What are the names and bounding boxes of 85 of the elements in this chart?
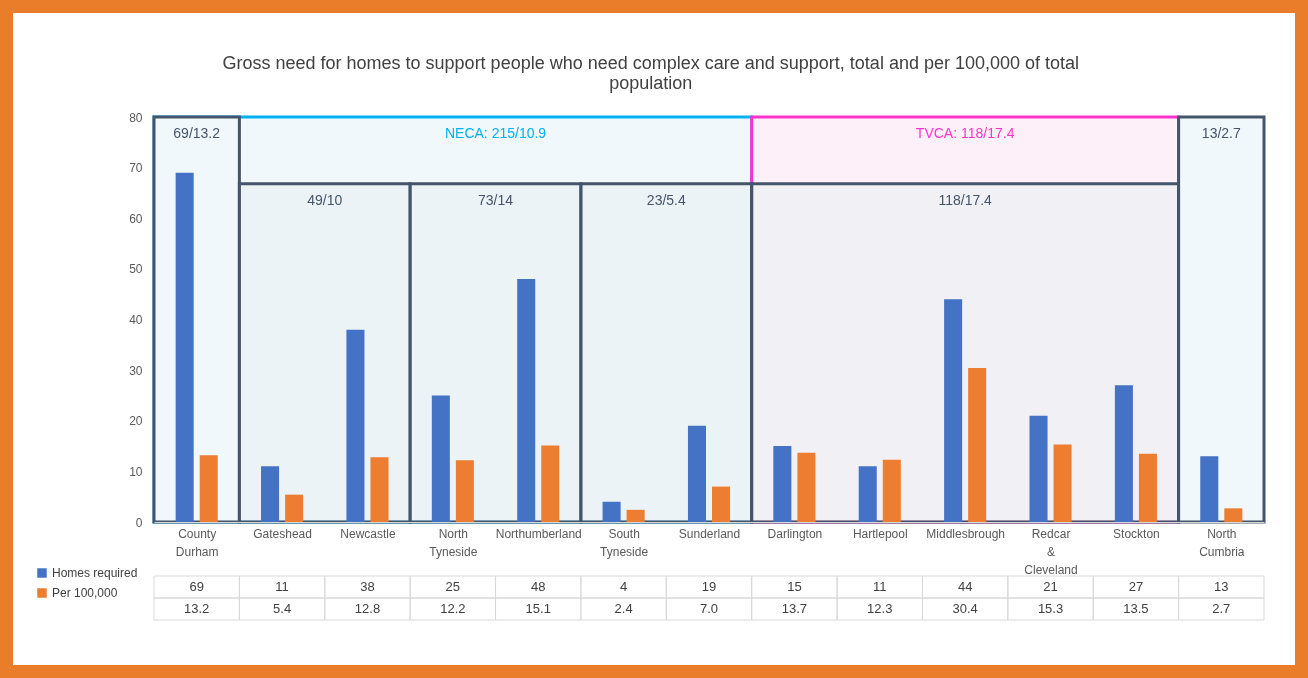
x-tick-label: County Durham <box>175 526 219 559</box>
bar <box>797 452 816 522</box>
chart-title: Gross need for homes to support people who need complex care and support, total and per 100,000 of total population <box>222 53 1080 93</box>
y-tick-label: 30 <box>129 363 143 378</box>
bar <box>285 494 304 522</box>
y-tick-label: 80 <box>129 110 143 125</box>
bar <box>773 446 792 522</box>
bar <box>968 368 987 522</box>
x-tick-label: Darlington <box>767 526 823 541</box>
bar <box>1053 444 1072 522</box>
x-tick-label: Sunderland <box>678 526 741 541</box>
y-tick-label: 0 <box>135 515 143 530</box>
bar <box>1114 385 1133 522</box>
data-label: 27 <box>1128 579 1144 594</box>
data-label: 15.1 <box>525 601 551 616</box>
data-label: 7.0 <box>699 601 719 616</box>
x-tick-label: Gateshead <box>253 526 312 541</box>
band-label: 13/2.7 <box>1201 125 1241 141</box>
data-label: 12.3 <box>867 601 893 616</box>
band-label: 73/14 <box>478 191 514 208</box>
x-tick-label: Redcar & Cleveland <box>1024 526 1078 577</box>
bar <box>1138 453 1157 522</box>
bar <box>1200 456 1219 522</box>
legend-label: Homes required <box>52 566 138 580</box>
x-tick-label: North Tyneside <box>429 526 478 559</box>
data-label: 30.4 <box>952 601 978 616</box>
data-label: 15 <box>787 579 802 594</box>
bar <box>712 486 731 522</box>
data-label: 19 <box>701 579 717 594</box>
bar <box>261 466 280 522</box>
data-label: 13.5 <box>1123 601 1149 616</box>
band-label: 23/5.4 <box>646 191 686 208</box>
data-label: 5.4 <box>273 601 292 616</box>
y-tick-label: 20 <box>129 414 143 429</box>
data-label: 4 <box>620 579 628 594</box>
bar <box>431 395 450 522</box>
y-tick-label: 70 <box>129 161 143 176</box>
bar <box>882 459 901 522</box>
band-label: 49/10 <box>307 191 343 208</box>
data-label: 2.7 <box>1212 601 1231 616</box>
y-tick-label: 60 <box>129 211 143 226</box>
x-tick-label: North Cumbria <box>1199 526 1245 559</box>
data-label: 48 <box>531 579 546 594</box>
y-tick-label: 10 <box>129 464 143 479</box>
y-tick-label: 40 <box>129 313 143 327</box>
bar <box>199 455 218 522</box>
bar <box>346 329 365 522</box>
data-label: 13.7 <box>781 601 808 616</box>
bar <box>602 501 621 522</box>
data-label: 69 <box>189 579 204 594</box>
data-label: 11 <box>275 579 289 594</box>
data-label: 25 <box>445 579 461 594</box>
data-label: 12.2 <box>440 601 466 616</box>
bar <box>687 425 706 522</box>
x-tick-label: Newcastle <box>340 526 396 541</box>
x-tick-label: South Tyneside <box>600 526 649 559</box>
band-label: 118/17.4 <box>938 191 993 208</box>
data-label: 11 <box>873 579 887 594</box>
legend-label: Per 100,000 <box>52 586 118 600</box>
bar <box>858 466 877 522</box>
bar <box>1029 415 1048 522</box>
data-label: 38 <box>360 579 375 594</box>
band-label: 69/13.2 <box>173 125 221 141</box>
data-label: 21 <box>1043 579 1058 594</box>
x-tick-label: Hartlepool <box>852 526 908 541</box>
data-label: 15.3 <box>1037 601 1064 616</box>
band-label: NECA: 215/10.9 <box>444 125 547 141</box>
y-tick-label: 50 <box>129 262 143 277</box>
data-label: 2.4 <box>614 601 633 616</box>
bar <box>175 172 194 522</box>
band-label: TVCA: 118/17.4 <box>915 125 1015 141</box>
bar <box>370 457 389 522</box>
bar <box>455 460 474 522</box>
bar <box>517 279 536 522</box>
data-label: 12.8 <box>354 601 381 616</box>
x-tick-label: Middlesbrough <box>926 526 1006 541</box>
data-label: 13.2 <box>184 601 210 616</box>
x-tick-label: Northumberland <box>495 526 582 541</box>
bar <box>1224 508 1243 522</box>
bar <box>541 445 560 522</box>
data-label: 13 <box>1214 579 1229 594</box>
x-tick-label: Stockton <box>1113 526 1160 541</box>
bar <box>944 299 963 522</box>
bar <box>626 509 645 522</box>
data-label: 44 <box>957 579 973 594</box>
